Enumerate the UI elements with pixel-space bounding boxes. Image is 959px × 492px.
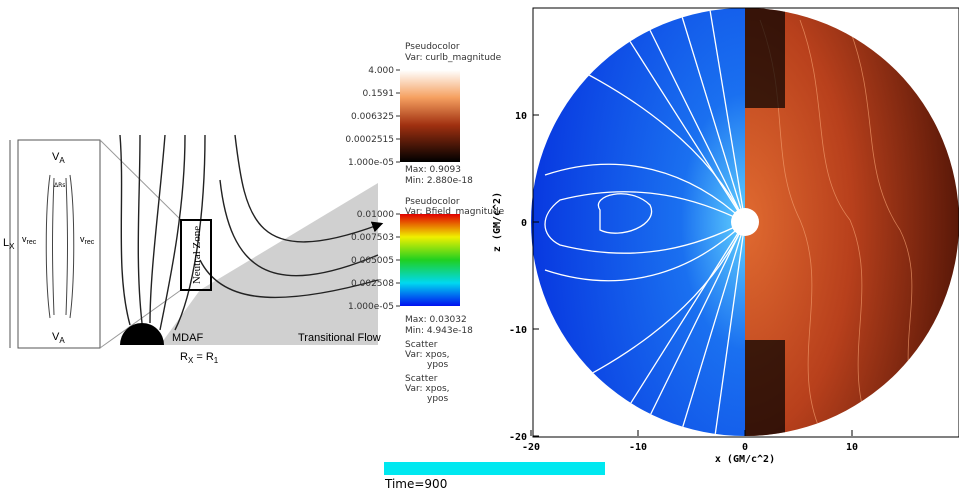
plot: -20 -10 0 10 -20 -10 0 10 x (GM/c^2) z (GM/c^2) [492,7,959,465]
time-label: Time=900 [384,477,447,491]
colorbar-tick-label: 0.006325 [351,112,394,122]
legend-title: Scatter [405,374,438,384]
zoom-line [99,139,182,221]
legend-max: Max: 0.9093 [405,165,461,175]
va-top: VA [52,151,65,165]
y-tick-label: -20 [509,432,527,443]
colorbar-tick-label: 0.002508 [351,279,394,289]
colorbar [400,214,460,306]
colorbar-tick-label: 0.007503 [351,233,394,243]
x-tick-label: -10 [629,442,647,453]
legend-var: Var: xpos, [405,350,450,360]
colorbar-tick-label: 4.000 [368,66,394,76]
delta-label: ΔRs [54,182,65,189]
va-bottom: VA [52,331,65,345]
lx-label: LX [3,237,15,251]
field-lines [119,134,384,331]
legend-title: Scatter [405,340,438,350]
zoom-line [99,289,182,349]
colorbar-tick-label: 1.000e-05 [348,158,394,168]
y-tick-label: 10 [515,111,527,122]
transitional-flow: Transitional Flow [298,332,381,344]
legend-var: Var: xpos, [405,384,450,394]
x-axis-label: x (GM/c^2) [715,454,775,465]
legend-min: Min: 4.943e-18 [405,326,473,336]
x-tick-label: 10 [846,442,858,453]
x-tick-label: 0 [742,442,748,453]
colorbar-tick-label: 0.01000 [357,210,394,220]
mdaf: MDAF [172,332,203,344]
inset-box [17,139,101,349]
legend-max: Max: 0.03032 [405,315,467,325]
black-hole [120,323,164,345]
flow-region [160,183,378,345]
neutral-zone: Neutral Zone [191,226,203,284]
time-bar [384,462,605,475]
colorbar-tick-label: 0.005005 [351,256,394,266]
rx-label: RX = R1 [180,351,219,365]
vrec-right: vrec [80,234,95,246]
schematic: LX VA VA ΔRs vrec vrec Neutral Zone MDAF… [3,134,384,365]
colorbar-tick-label: 1.000e-05 [348,302,394,312]
legend-var: ypos [427,360,449,370]
x-tick-label: -20 [522,442,540,453]
y-tick-label: -10 [509,325,527,336]
colorbar-tick-label: 0.0002515 [345,135,394,145]
neutral-zone-box [180,219,212,291]
disk [531,8,959,436]
colorbar [400,70,460,162]
vrec-left: vrec [22,234,37,246]
legend-var: Var: curlb_magnitude [405,53,502,63]
legend-min: Min: 2.880e-18 [405,176,473,186]
y-axis-label: z (GM/c^2) [492,192,503,252]
legend-title: Pseudocolor [405,197,460,207]
legend-title: Pseudocolor [405,42,460,52]
colorbar-tick-label: 0.1591 [363,89,395,99]
legend-var: Var: Bfield_magnitude [405,207,505,217]
legend-var: ypos [427,394,449,404]
y-tick-label: 0 [521,218,527,229]
current-sheet [45,174,75,319]
legend: Pseudocolor Var: curlb_magnitude Max: 0.… [345,42,504,404]
